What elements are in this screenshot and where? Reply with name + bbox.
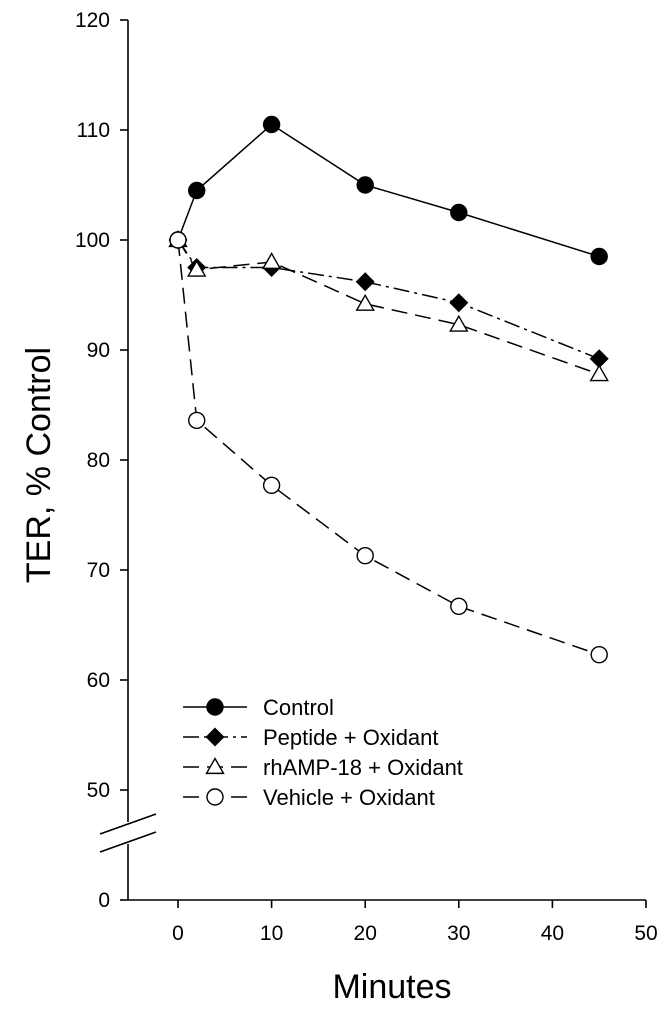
axis-break-mark <box>99 831 157 853</box>
data-point-0 <box>450 203 468 222</box>
data-point-3 <box>262 476 281 494</box>
series-line-0 <box>177 123 600 258</box>
series-line-3 <box>177 239 600 656</box>
x-tick-label: 40 <box>541 922 564 945</box>
y-tick-label: 60 <box>87 669 110 692</box>
series-markers <box>168 115 609 664</box>
data-point-2 <box>589 364 609 382</box>
data-point-3 <box>450 597 468 615</box>
y-tick-label: 110 <box>77 119 110 142</box>
data-point-2 <box>355 293 375 311</box>
data-point-1 <box>355 272 375 292</box>
legend-marker <box>206 698 224 716</box>
data-point-0 <box>262 115 281 134</box>
data-point-0 <box>356 176 374 194</box>
x-tick-label: 30 <box>447 922 470 945</box>
data-point-0 <box>590 247 608 266</box>
legend-label: Peptide + Oxidant <box>263 725 439 750</box>
series-line-2 <box>177 239 600 375</box>
legend-marker <box>206 788 224 806</box>
data-point-3 <box>590 646 608 664</box>
y-tick-label: 90 <box>87 339 110 362</box>
legend: Control Peptide + Oxidant rhAMP-18 + Oxida… <box>183 695 463 810</box>
x-tick-label: 20 <box>354 922 377 945</box>
data-point-3 <box>188 411 206 430</box>
x-axis-title: Minutes <box>332 968 451 1006</box>
data-point-3 <box>356 547 374 565</box>
x-tick-label: 0 <box>172 922 184 945</box>
legend-marker <box>205 727 225 747</box>
data-point-1 <box>449 293 469 313</box>
y-tick-label: 120 <box>75 9 110 32</box>
y-tick-label: 50 <box>87 779 110 802</box>
y-tick-label: 80 <box>87 449 110 472</box>
legend-label: Vehicle + Oxidant <box>263 785 435 810</box>
data-point-0 <box>188 181 206 200</box>
series-line-1 <box>177 239 600 360</box>
data-point-3 <box>169 231 187 249</box>
legend-label: rhAMP-18 + Oxidant <box>263 755 463 780</box>
data-point-2 <box>449 314 469 332</box>
data-point-2 <box>261 252 282 270</box>
y-tick-label: 70 <box>87 559 110 582</box>
y-tick-label: 100 <box>75 229 110 252</box>
x-tick-label: 50 <box>634 922 657 945</box>
y-tick-label: 0 <box>98 889 110 912</box>
legend-label: Control <box>263 695 334 720</box>
series-lines <box>177 123 600 656</box>
axis-break-mark <box>99 813 157 835</box>
y-axis-title: TER, % Control <box>20 347 58 583</box>
legend-marker <box>205 757 225 775</box>
x-tick-label: 10 <box>260 922 283 945</box>
axes: 50 60 70 80 90 100 110 120 0 0 10 20 30 40 50 <box>75 9 658 945</box>
data-point-2 <box>187 259 207 277</box>
